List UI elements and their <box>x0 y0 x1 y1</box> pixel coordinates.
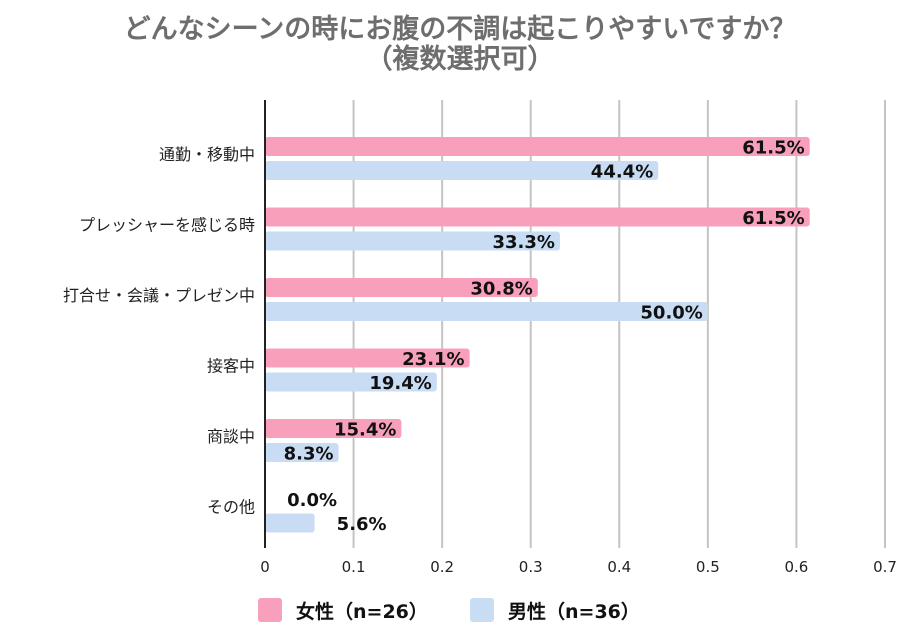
bar-female <box>265 278 538 297</box>
legend-item-male: 男性（n=36） <box>470 596 640 624</box>
bar-male <box>265 161 659 180</box>
category-label: その他 <box>207 498 255 517</box>
category-label: プレッシャーを感じる時 <box>79 216 255 235</box>
data-label: 8.3% <box>284 444 334 465</box>
data-label: 61.5% <box>742 208 804 229</box>
legend-swatch-female <box>258 598 282 622</box>
data-label: 19.4% <box>369 373 431 394</box>
category-label: 通勤・移動中 <box>159 145 255 164</box>
x-tick-label: 0.5 <box>696 558 720 576</box>
bar-male <box>265 443 339 462</box>
bar-female <box>265 137 810 156</box>
category-label: 商談中 <box>207 427 255 446</box>
bar-male <box>265 302 708 321</box>
data-label: 5.6% <box>337 514 387 535</box>
bar-male <box>265 513 315 533</box>
data-label: 50.0% <box>640 303 702 324</box>
chart-title: どんなシーンの時にお腹の不調は起こりやすいですか？ <box>123 14 797 45</box>
x-tick-label: 0.6 <box>784 558 808 576</box>
legend-item-female: 女性（n=26） <box>258 596 428 624</box>
x-tick-label: 0.7 <box>873 558 897 576</box>
legend-label-female: 女性（n=26） <box>296 600 428 623</box>
bar-female <box>265 419 402 438</box>
data-label: 44.4% <box>591 162 653 183</box>
data-label: 61.5% <box>742 138 804 159</box>
legend-label-male: 男性（n=36） <box>508 600 640 623</box>
category-label: 接客中 <box>207 357 255 376</box>
bar-female <box>265 348 470 368</box>
x-tick-label: 0.3 <box>519 558 543 576</box>
x-tick-label: 0 <box>260 558 270 576</box>
legend-swatch-male <box>470 598 494 622</box>
data-label: 15.4% <box>334 420 396 441</box>
category-label: 打合せ・会議・プレゼン中 <box>63 286 255 305</box>
bar-female <box>265 207 810 227</box>
bar-male <box>265 231 560 251</box>
x-tick-label: 0.4 <box>607 558 631 576</box>
data-label: 33.3% <box>492 232 554 253</box>
data-label: 0.0% <box>287 490 337 511</box>
chart-subtitle: （複数選択可） <box>365 44 555 75</box>
data-label: 30.8% <box>470 279 532 300</box>
data-label: 23.1% <box>402 349 464 370</box>
x-tick-label: 0.1 <box>342 558 366 576</box>
bar-male <box>265 372 437 392</box>
x-tick-label: 0.2 <box>430 558 454 576</box>
